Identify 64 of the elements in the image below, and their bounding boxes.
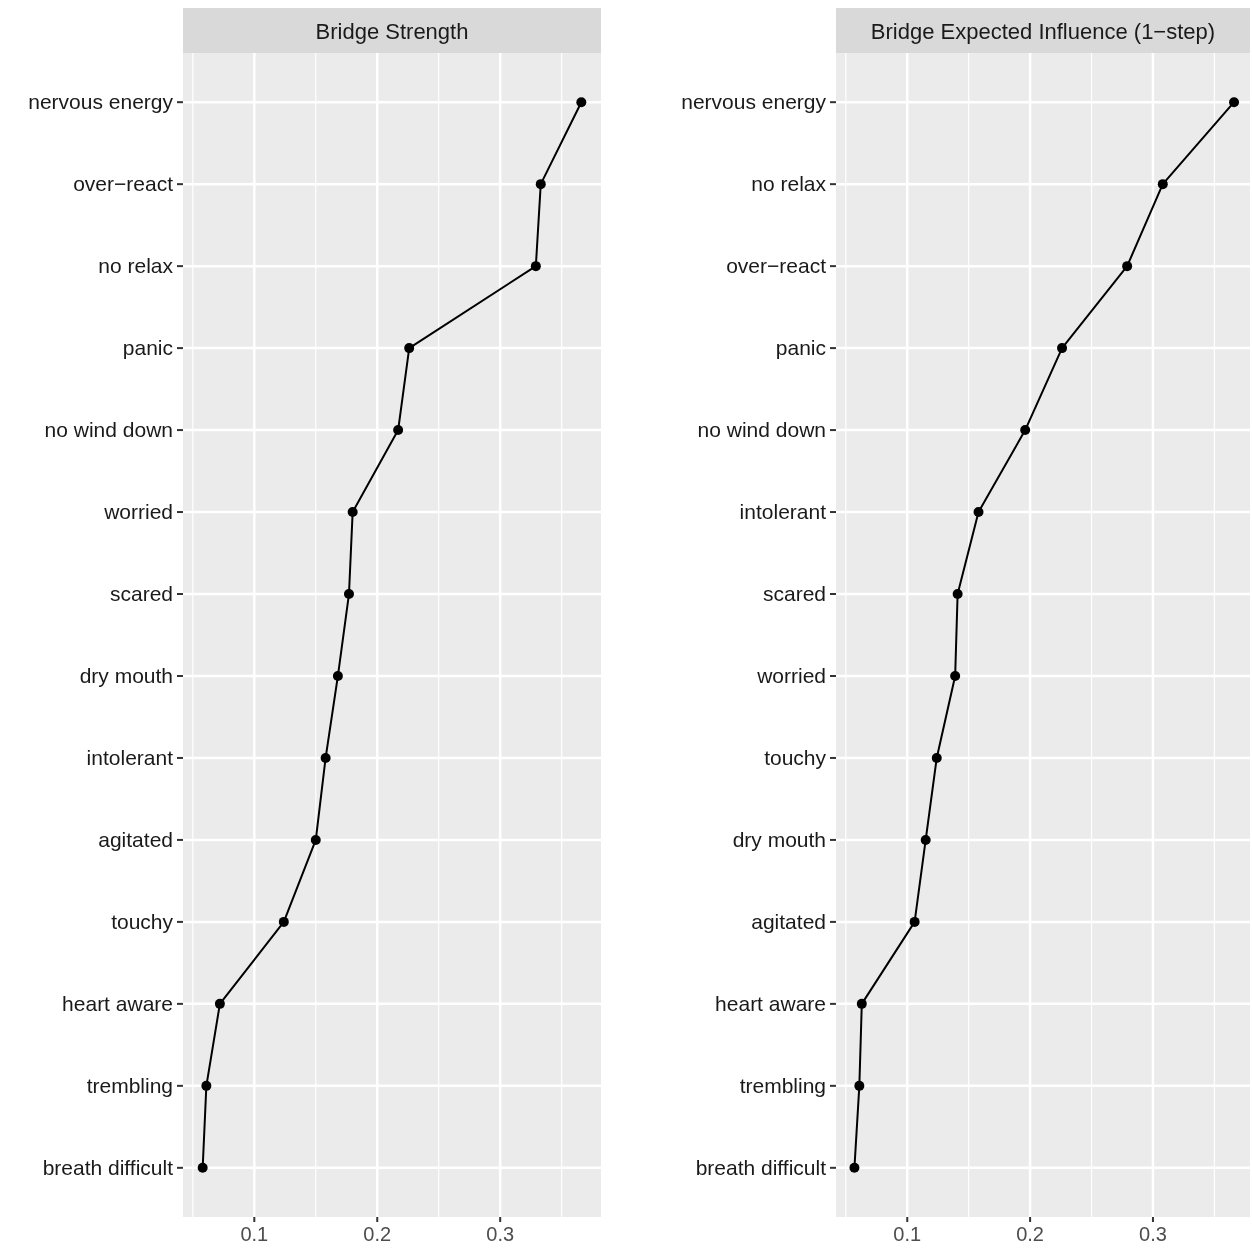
point xyxy=(1157,179,1168,190)
y-tick-label: over−react xyxy=(73,172,174,196)
point xyxy=(849,1162,860,1173)
chart-title: Bridge Expected Influence (1−step) xyxy=(870,18,1216,44)
point xyxy=(320,752,331,763)
x-tick-label: 0.1 xyxy=(240,1223,269,1245)
point xyxy=(1122,261,1133,272)
point xyxy=(909,916,920,927)
y-tick-label: trembling xyxy=(739,1073,826,1097)
y-tick-label: intolerant xyxy=(86,745,174,769)
point xyxy=(332,670,343,681)
y-tick-label: panic xyxy=(775,336,826,360)
point xyxy=(973,507,984,518)
x-tick-label: 0.3 xyxy=(1139,1223,1167,1245)
y-tick-label: trembling xyxy=(86,1073,173,1097)
point xyxy=(214,998,225,1009)
point xyxy=(931,752,942,763)
y-tick-label: nervous energy xyxy=(681,90,827,114)
point xyxy=(950,670,961,681)
point xyxy=(310,834,321,845)
y-tick-label: breath difficult xyxy=(42,1155,174,1179)
y-tick-label: no wind down xyxy=(44,418,173,442)
point xyxy=(952,589,963,600)
y-tick-label: no relax xyxy=(98,254,174,278)
y-tick-label: dry mouth xyxy=(79,663,173,687)
point xyxy=(347,507,358,518)
point xyxy=(1057,343,1068,354)
y-tick-label: touchy xyxy=(764,745,827,769)
point xyxy=(393,425,404,436)
y-tick-label: breath difficult xyxy=(695,1155,827,1179)
point xyxy=(530,261,541,272)
point xyxy=(1229,97,1240,108)
y-tick-label: heart aware xyxy=(62,991,173,1015)
y-tick-label: worried xyxy=(756,663,826,687)
point xyxy=(920,834,931,845)
x-tick-label: 0.1 xyxy=(893,1223,922,1245)
y-tick-label: panic xyxy=(122,336,173,360)
point xyxy=(1020,425,1031,436)
y-tick-label: worried xyxy=(103,500,173,524)
point xyxy=(201,1080,212,1091)
point xyxy=(854,1080,865,1091)
y-tick-label: dry mouth xyxy=(732,827,826,851)
point xyxy=(576,97,587,108)
y-tick-label: no wind down xyxy=(697,418,826,442)
y-tick-label: agitated xyxy=(751,909,826,933)
y-tick-label: no relax xyxy=(751,172,827,196)
point xyxy=(404,343,415,354)
point xyxy=(278,916,289,927)
x-tick-label: 0.2 xyxy=(363,1223,392,1245)
point xyxy=(856,998,867,1009)
point xyxy=(343,589,354,600)
y-tick-label: nervous energy xyxy=(28,90,174,114)
y-tick-label: intolerant xyxy=(739,500,827,524)
x-tick-label: 0.2 xyxy=(1016,1223,1045,1245)
y-tick-label: touchy xyxy=(111,909,174,933)
y-tick-label: scared xyxy=(762,582,826,606)
y-tick-label: agitated xyxy=(98,827,173,851)
y-tick-label: over−react xyxy=(726,254,827,278)
x-tick-label: 0.3 xyxy=(486,1223,515,1245)
point xyxy=(197,1162,208,1173)
point xyxy=(535,179,546,190)
chart-title: Bridge Strength xyxy=(315,18,469,44)
y-tick-label: scared xyxy=(109,582,173,606)
y-tick-label: heart aware xyxy=(715,991,826,1015)
